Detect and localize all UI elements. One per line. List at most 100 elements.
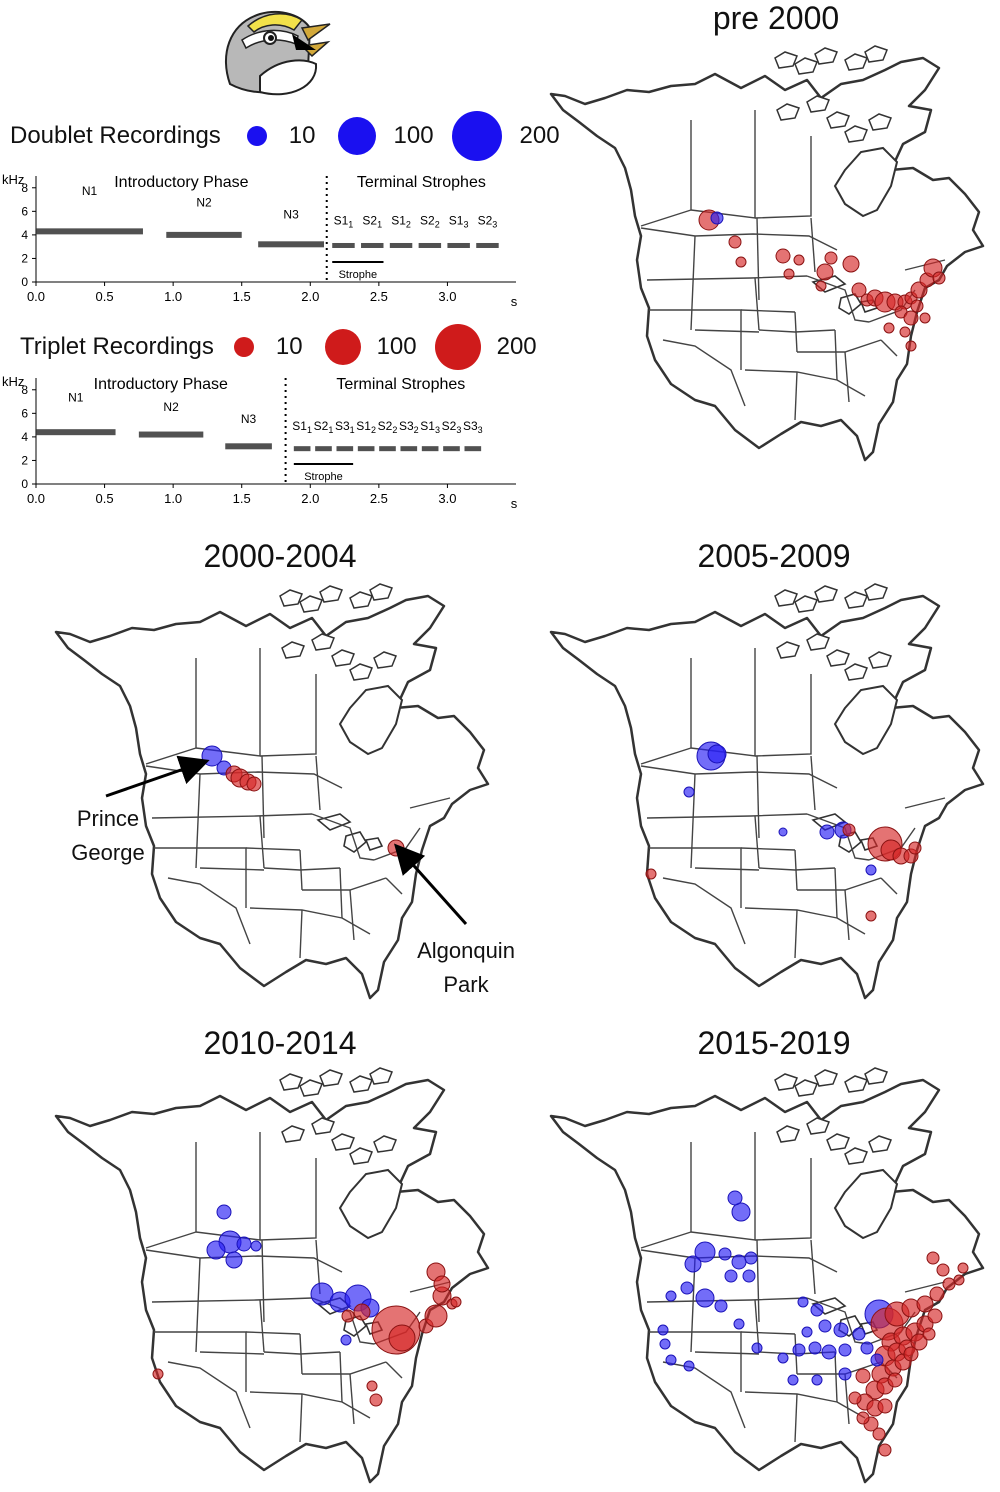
state-province-border: [794, 909, 798, 959]
doublet-size-100-dot: [337, 117, 376, 155]
arctic-island-outline: [299, 595, 323, 613]
strophe-syllable-label: S31: [335, 419, 355, 435]
state-province-border: [349, 889, 355, 941]
doublet-recording-marker: [860, 1341, 874, 1355]
state-province-border: [740, 1331, 796, 1335]
doublet-recording-marker: [801, 1326, 813, 1338]
triplet-recording-marker: [450, 1296, 462, 1308]
state-province-border: [259, 815, 265, 869]
prince-george-label: Prince George: [71, 806, 145, 865]
doublet-recording-marker: [718, 1247, 732, 1261]
triplet-recording-marker: [783, 268, 795, 280]
state-province-border: [662, 877, 746, 945]
state-province-border: [259, 1158, 317, 1241]
arctic-island-outline: [331, 649, 355, 667]
state-province-border: [690, 773, 696, 869]
map-2010-2014: [54, 1067, 490, 1484]
strophe-syllable-label: S12: [391, 213, 411, 229]
state-province-border: [836, 379, 866, 397]
x-tick-label: 2.5: [370, 491, 388, 506]
x-tick-label: 1.5: [233, 289, 251, 304]
doublet-recording-marker: [833, 1322, 849, 1338]
state-province-border: [834, 1351, 838, 1403]
y-tick-label: 0: [21, 275, 28, 289]
y-tick-label: 8: [21, 181, 28, 195]
state-province-border: [844, 1373, 850, 1425]
state-province-border: [261, 1239, 265, 1323]
doublet-legend: Doublet Recordings 10 100 200: [10, 111, 560, 161]
triplet-size-200-label: 200: [496, 333, 537, 360]
arctic-island-outline: [864, 1067, 888, 1085]
strophe-syllable-label: S23: [478, 213, 498, 229]
strophe-syllable-label: S23: [442, 419, 462, 435]
doublet-recording-marker: [838, 1343, 852, 1357]
great-lake-outline: [364, 837, 384, 851]
arctic-island-outline: [281, 641, 305, 659]
triplet-recording-marker: [842, 823, 856, 837]
x-tick-label: 2.0: [301, 289, 319, 304]
north-america-outline: [549, 1078, 985, 1484]
strophe-trace: [443, 446, 460, 452]
arctic-island-outline: [349, 591, 373, 609]
arctic-island-outline: [369, 1067, 393, 1085]
doublet-recording-marker: [792, 1343, 806, 1357]
state-province-border: [259, 1299, 265, 1353]
triplet-recording-marker: [929, 1286, 945, 1302]
doublet-recording-marker: [724, 1269, 738, 1283]
arctic-island-outline: [794, 595, 818, 613]
triplet-size-100-label: 100: [376, 333, 417, 360]
white-throated-sparrow-head-icon: [225, 10, 331, 96]
state-province-border: [690, 235, 696, 331]
triplet-recording-marker: [899, 326, 911, 338]
doublet-recording-marker: [683, 786, 695, 798]
hudson-bay-outline: [338, 684, 404, 756]
note-trace: [138, 431, 204, 438]
doublet-recording-marker: [206, 1240, 226, 1260]
arctic-island-outline: [776, 1125, 800, 1143]
arctic-island-outline: [331, 1133, 355, 1151]
strophe-syllable-label: S22: [378, 419, 398, 435]
state-province-border: [806, 813, 870, 861]
triplet-legend: Triplet Recordings 10 100 200: [20, 324, 537, 370]
state-province-border: [263, 867, 341, 871]
state-province-border: [646, 1297, 808, 1303]
triplet-recording-marker: [775, 248, 791, 264]
triplet-recording-marker: [903, 310, 919, 326]
triplet-recording-marker: [433, 1275, 451, 1293]
state-province-border: [904, 797, 946, 809]
strophe-trace: [400, 446, 418, 452]
x-tick-label: 0.5: [96, 491, 114, 506]
state-province-border: [756, 217, 760, 301]
doublet-size-10-dot: [246, 126, 267, 146]
triplet-recording-marker: [816, 263, 834, 281]
doublet-recording-marker: [810, 1303, 824, 1317]
state-province-border: [806, 275, 870, 323]
doublet-recording-marker: [744, 1251, 758, 1265]
triplet-recording-marker: [851, 282, 867, 298]
note-trace: [36, 228, 143, 235]
state-province-border: [844, 889, 850, 941]
triplet-recording-marker: [424, 1304, 448, 1328]
arctic-island-outline: [281, 1125, 305, 1143]
arctic-island-outline: [868, 113, 892, 131]
strophe-syllable-label: S21: [362, 213, 382, 229]
doublet-recording-marker: [665, 1354, 677, 1366]
triplet-recording-marker: [936, 1263, 950, 1277]
state-province-border: [754, 674, 812, 757]
arctic-island-outline: [369, 583, 393, 601]
x-tick-label: 1.5: [233, 491, 251, 506]
x-tick-label: 1.0: [164, 491, 182, 506]
triplet-recording-marker: [908, 841, 922, 855]
state-province-border: [341, 1401, 371, 1419]
triplet-recording-marker: [957, 1262, 969, 1274]
arctic-island-outline: [868, 651, 892, 669]
triplet-recording-marker: [388, 1324, 416, 1352]
strophe-trace: [315, 446, 332, 452]
state-province-border: [844, 351, 850, 403]
strophe-syllable-label: S32: [399, 419, 419, 435]
doublet-recording-marker: [778, 827, 788, 837]
arctic-island-outline: [349, 1075, 373, 1093]
doublet-recording-marker: [751, 1342, 763, 1354]
arctic-island-outline: [844, 125, 868, 143]
note-trace: [36, 429, 116, 436]
